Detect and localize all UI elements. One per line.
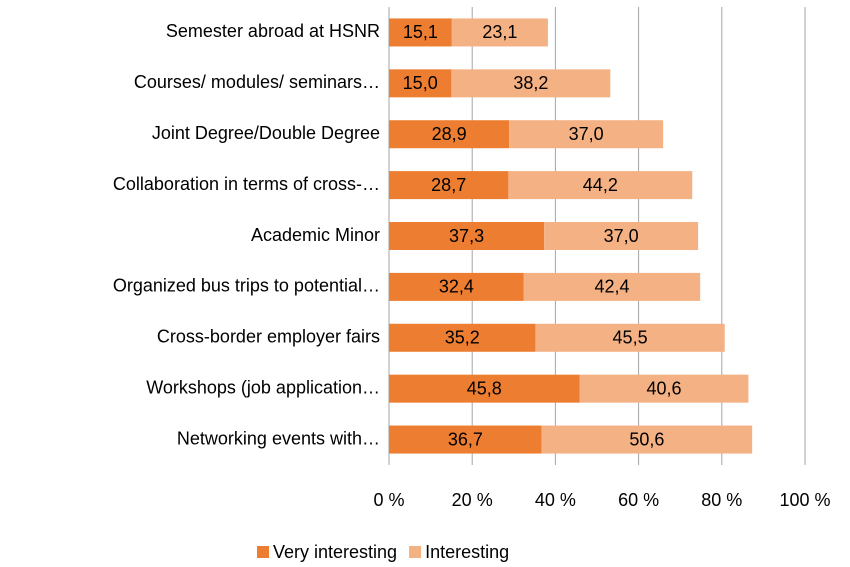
y-tick-label: Semester abroad at HSNR: [166, 21, 380, 41]
data-label: 50,6: [629, 429, 664, 449]
y-tick-label: Collaboration in terms of cross-…: [113, 174, 380, 194]
legend-swatch: [257, 546, 269, 558]
bar: [451, 18, 548, 47]
bar: [508, 171, 693, 200]
bar: [389, 323, 536, 352]
bar: [541, 425, 753, 454]
y-tick-label: Workshops (job application…: [146, 377, 380, 397]
y-tick-label: Cross-border employer fairs: [157, 327, 380, 347]
data-label: 45,8: [467, 378, 502, 398]
data-label: 42,4: [594, 277, 629, 297]
bar: [389, 222, 545, 250]
x-tick-label: 0 %: [373, 490, 404, 510]
data-label: 36,7: [448, 429, 483, 449]
data-label: 37,0: [569, 124, 604, 144]
y-tick-label: Courses/ modules/ seminars…: [134, 72, 380, 92]
legend-label: Interesting: [425, 542, 509, 562]
bar: [389, 18, 452, 47]
bar: [389, 425, 542, 454]
bar: [544, 222, 699, 250]
data-label: 44,2: [583, 175, 618, 195]
bar: [389, 171, 509, 200]
data-label: 38,2: [513, 73, 548, 93]
bar: [509, 120, 664, 149]
bar: [523, 272, 701, 301]
x-tick-label: 80 %: [701, 490, 742, 510]
legend-swatch: [409, 546, 422, 558]
data-label: 45,5: [613, 328, 648, 348]
bar: [389, 69, 452, 98]
data-label: 35,2: [445, 328, 480, 348]
data-label: 28,9: [432, 124, 467, 144]
x-tick-label: 60 %: [618, 490, 659, 510]
y-tick-label: Joint Degree/Double Degree: [152, 123, 380, 143]
y-tick-label: Academic Minor: [251, 225, 380, 245]
data-label: 15,0: [403, 73, 438, 93]
y-tick-label: Organized bus trips to potential…: [113, 276, 380, 296]
bar: [389, 120, 510, 149]
data-label: 37,0: [604, 226, 639, 246]
x-tick-label: 40 %: [535, 490, 576, 510]
bar: [389, 272, 524, 301]
x-tick-label: 20 %: [452, 490, 493, 510]
bar: [451, 69, 611, 98]
legend-label: Very interesting: [273, 542, 397, 562]
data-label: 37,3: [449, 226, 484, 246]
x-tick-label: 100 %: [779, 490, 830, 510]
y-tick-label: Networking events with…: [177, 428, 380, 448]
data-label: 23,1: [482, 22, 517, 42]
data-label: 15,1: [403, 22, 438, 42]
data-label: 40,6: [646, 378, 681, 398]
data-label: 28,7: [431, 175, 466, 195]
bar: [389, 374, 580, 403]
bar: [535, 323, 725, 352]
data-label: 32,4: [439, 277, 474, 297]
bar: [579, 374, 749, 403]
